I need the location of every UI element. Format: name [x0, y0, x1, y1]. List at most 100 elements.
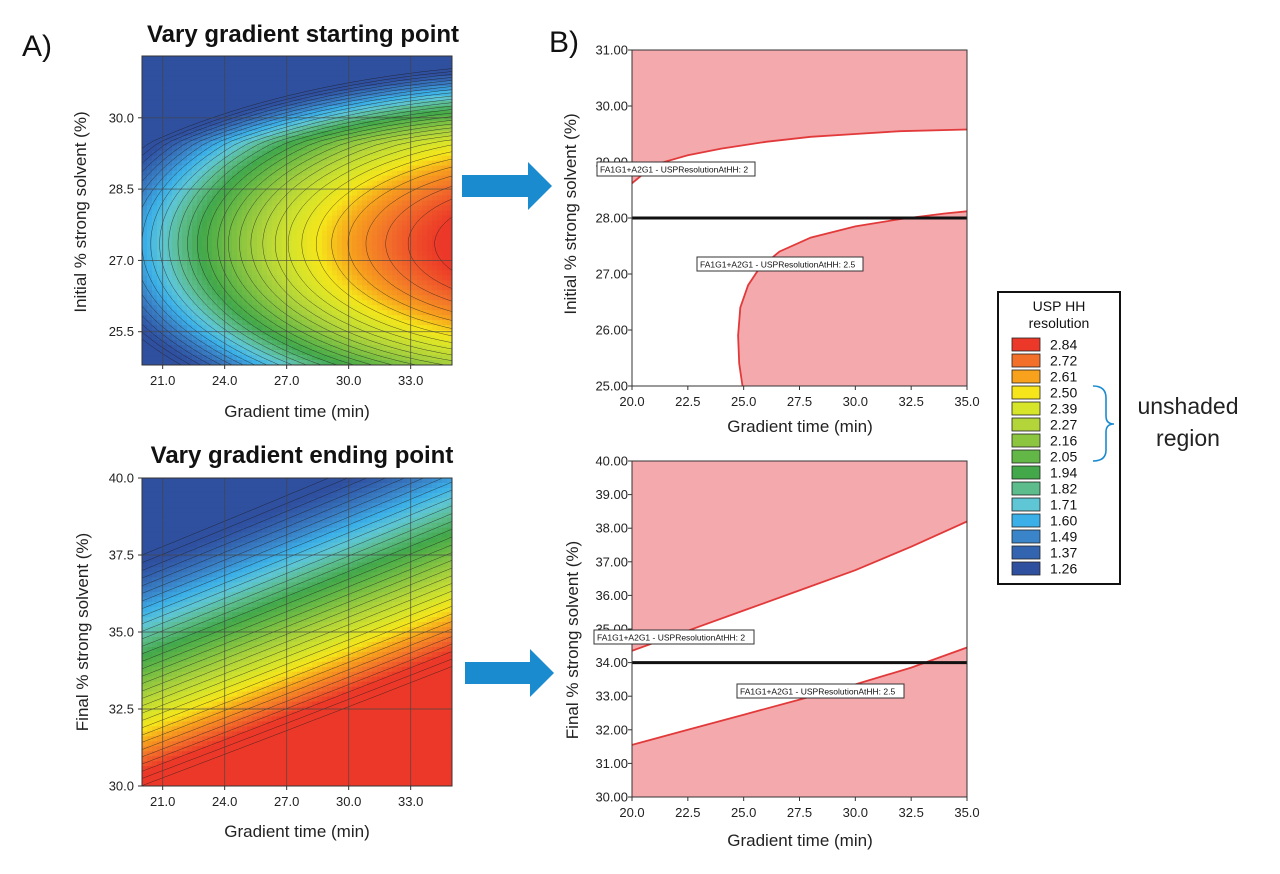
heat-cell [197, 522, 203, 529]
heat-cell [422, 335, 428, 341]
heat-cell [272, 105, 278, 112]
heat-cell [217, 70, 223, 77]
heat-cell [192, 205, 198, 212]
heat-cell [212, 502, 218, 509]
heat-cell [427, 225, 433, 232]
heat-cell [332, 285, 338, 291]
heat-cell [322, 150, 328, 157]
heat-cell [157, 691, 163, 698]
heat-cell [192, 582, 198, 588]
heat-cell [442, 170, 448, 177]
heat-cell [312, 235, 318, 241]
heat-cell [197, 95, 203, 102]
heat-cell [402, 56, 408, 62]
heat-cell [432, 85, 438, 92]
heat-cell [227, 70, 233, 77]
heat-cell [377, 330, 383, 336]
heat-cell [217, 641, 223, 648]
heat-cell [362, 335, 368, 341]
heat-cell [412, 56, 418, 62]
heat-cell [167, 726, 173, 732]
heat-cell [202, 220, 208, 227]
heat-cell [267, 120, 273, 127]
heat-cell [207, 240, 213, 246]
heat-cell [407, 350, 413, 356]
heat-cell [357, 335, 363, 341]
heat-cell [262, 210, 268, 217]
heat-cell [387, 75, 393, 82]
heat-cell [312, 225, 318, 232]
heat-cell [192, 75, 198, 82]
contour-line [142, 77, 452, 365]
heat-cell [392, 85, 398, 92]
heat-cell [172, 320, 178, 326]
heat-cell [397, 170, 403, 177]
heat-cell [192, 215, 198, 222]
heat-cell [382, 65, 388, 72]
heat-cell [307, 180, 313, 187]
heat-cell [332, 245, 338, 251]
heat-cell [212, 235, 218, 241]
heat-cell [367, 265, 373, 271]
heat-cell [217, 90, 223, 97]
heat-cell [367, 150, 373, 157]
heat-cell [192, 250, 198, 256]
heat-cell [177, 215, 183, 222]
heat-cell [322, 255, 328, 261]
heat-cell [442, 330, 448, 336]
heat-cell [297, 230, 303, 237]
heat-cell [352, 200, 358, 207]
heat-cell [407, 120, 413, 127]
heat-cell [147, 636, 153, 643]
heat-cell [182, 295, 188, 301]
heat-cell [412, 120, 418, 127]
heat-cell [237, 220, 243, 227]
heat-cell [177, 56, 183, 62]
heat-cell [187, 300, 193, 306]
heat-cell [352, 105, 358, 112]
heat-cell [437, 150, 443, 157]
heat-cell [232, 60, 238, 67]
heat-cell [392, 335, 398, 341]
heat-cell [417, 155, 423, 162]
heat-cell [437, 56, 443, 62]
heat-cell [227, 100, 233, 107]
heat-cell [402, 340, 408, 346]
heat-cell [352, 140, 358, 147]
heat-cell [157, 627, 163, 633]
heat-cell [177, 70, 183, 77]
heat-cell [237, 180, 243, 187]
heat-cell [142, 721, 148, 727]
heat-cell [207, 290, 213, 296]
heat-cell [402, 215, 408, 222]
heat-cell [347, 175, 353, 182]
heat-cell [242, 130, 248, 137]
heat-cell [447, 330, 452, 336]
heat-cell [412, 140, 418, 147]
heat-cell [212, 557, 218, 564]
heat-cell [177, 320, 183, 326]
heat-cell [412, 265, 418, 271]
heat-cell [212, 100, 218, 107]
panel-label-a: A) [22, 30, 52, 63]
heat-cell [332, 80, 338, 87]
heat-cell [182, 220, 188, 227]
heat-cell [337, 190, 343, 197]
heat-cell [282, 280, 288, 286]
heat-cell [322, 260, 328, 266]
heat-cell [357, 95, 363, 102]
heat-cell [422, 230, 428, 237]
heat-cell [182, 532, 188, 539]
heat-cell [402, 60, 408, 67]
heat-cell [397, 130, 403, 137]
heat-cell [217, 190, 223, 197]
heat-cell [322, 85, 328, 92]
heat-cell [302, 100, 308, 107]
heat-cell [172, 517, 178, 524]
heat-cell [332, 310, 338, 316]
heat-cell [302, 290, 308, 296]
heat-cell [317, 150, 323, 157]
heat-cell [287, 135, 293, 142]
heat-cell [427, 240, 433, 246]
heat-cell [197, 270, 203, 276]
